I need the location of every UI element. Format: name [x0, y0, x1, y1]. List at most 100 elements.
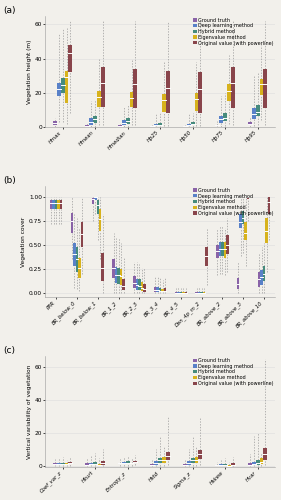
- Bar: [117, 268, 120, 284]
- Bar: [187, 124, 191, 126]
- Bar: [112, 259, 115, 278]
- Bar: [256, 105, 260, 116]
- Bar: [256, 460, 260, 464]
- Bar: [219, 242, 221, 256]
- Bar: [248, 122, 252, 126]
- Bar: [53, 200, 55, 208]
- Bar: [191, 122, 194, 126]
- Bar: [101, 67, 105, 106]
- Bar: [252, 108, 256, 118]
- Y-axis label: Vegetation height (m): Vegetation height (m): [27, 39, 32, 104]
- Bar: [231, 463, 235, 466]
- Bar: [183, 126, 187, 127]
- Bar: [73, 243, 76, 266]
- Bar: [65, 70, 69, 103]
- Bar: [150, 464, 154, 466]
- Bar: [263, 448, 267, 460]
- Bar: [244, 222, 247, 240]
- Bar: [143, 284, 146, 292]
- Text: (b): (b): [3, 176, 16, 184]
- Bar: [221, 242, 224, 256]
- Bar: [150, 126, 154, 127]
- Bar: [85, 126, 89, 127]
- Bar: [93, 116, 97, 123]
- Bar: [81, 222, 83, 247]
- Bar: [133, 69, 137, 108]
- Bar: [216, 245, 219, 258]
- Bar: [133, 276, 135, 288]
- Bar: [187, 462, 191, 464]
- Bar: [260, 458, 263, 464]
- Bar: [223, 464, 227, 466]
- Bar: [92, 198, 94, 204]
- Bar: [248, 464, 252, 466]
- Bar: [183, 464, 187, 466]
- Bar: [140, 282, 143, 290]
- Text: (c): (c): [3, 346, 15, 355]
- Bar: [57, 463, 61, 464]
- Bar: [161, 288, 164, 292]
- Bar: [85, 464, 89, 466]
- Bar: [55, 200, 57, 208]
- Bar: [260, 270, 263, 285]
- Bar: [96, 200, 99, 214]
- Bar: [194, 93, 198, 111]
- Bar: [162, 94, 166, 112]
- Bar: [50, 200, 53, 208]
- Bar: [156, 287, 159, 292]
- Bar: [224, 242, 226, 258]
- Bar: [93, 462, 97, 465]
- Bar: [133, 460, 137, 463]
- Legend: Ground truth, Deep learning method, Hybrid method, Eigenvalue method, Original v: Ground truth, Deep learning method, Hybr…: [192, 357, 275, 387]
- Text: (a): (a): [3, 6, 16, 15]
- Bar: [115, 267, 117, 283]
- Legend: Ground truth, Deep learning method, Hybrid method, Eigenvalue method, Original v: Ground truth, Deep learning method, Hybr…: [192, 16, 275, 46]
- Bar: [231, 67, 235, 108]
- Bar: [226, 236, 229, 255]
- Bar: [71, 214, 73, 233]
- Bar: [69, 45, 72, 72]
- Bar: [122, 279, 125, 289]
- Bar: [61, 462, 65, 464]
- Bar: [101, 252, 104, 281]
- Bar: [219, 464, 223, 466]
- Bar: [53, 121, 57, 124]
- Bar: [227, 84, 231, 102]
- Bar: [154, 462, 158, 464]
- Bar: [247, 198, 250, 199]
- Bar: [78, 258, 81, 278]
- Bar: [118, 126, 122, 127]
- Bar: [239, 214, 242, 228]
- Bar: [263, 69, 267, 108]
- Bar: [101, 461, 105, 464]
- Bar: [53, 463, 57, 464]
- Bar: [69, 462, 72, 464]
- Bar: [118, 462, 122, 464]
- Bar: [60, 200, 62, 208]
- Bar: [260, 79, 263, 94]
- Legend: Ground truth, Deep learning method, Hybrid method, Eigenvalue method, Original v: Ground truth, Deep learning method, Hybr…: [192, 187, 275, 216]
- Bar: [99, 208, 101, 231]
- Bar: [166, 452, 170, 460]
- Y-axis label: Vertical variability of vegetation: Vertical variability of vegetation: [27, 364, 32, 459]
- Bar: [159, 288, 161, 292]
- Bar: [97, 91, 101, 106]
- Bar: [135, 279, 138, 289]
- Bar: [154, 124, 158, 126]
- Bar: [242, 210, 244, 224]
- Bar: [162, 457, 166, 463]
- Bar: [258, 272, 260, 287]
- Bar: [219, 116, 223, 123]
- Bar: [268, 198, 270, 214]
- Bar: [215, 124, 219, 126]
- Bar: [252, 462, 256, 465]
- Bar: [126, 462, 130, 464]
- Bar: [154, 287, 156, 292]
- Bar: [126, 118, 130, 124]
- Bar: [166, 70, 170, 114]
- Bar: [191, 458, 194, 463]
- Bar: [158, 123, 162, 126]
- Bar: [138, 279, 140, 289]
- Bar: [194, 457, 198, 463]
- Bar: [65, 464, 69, 465]
